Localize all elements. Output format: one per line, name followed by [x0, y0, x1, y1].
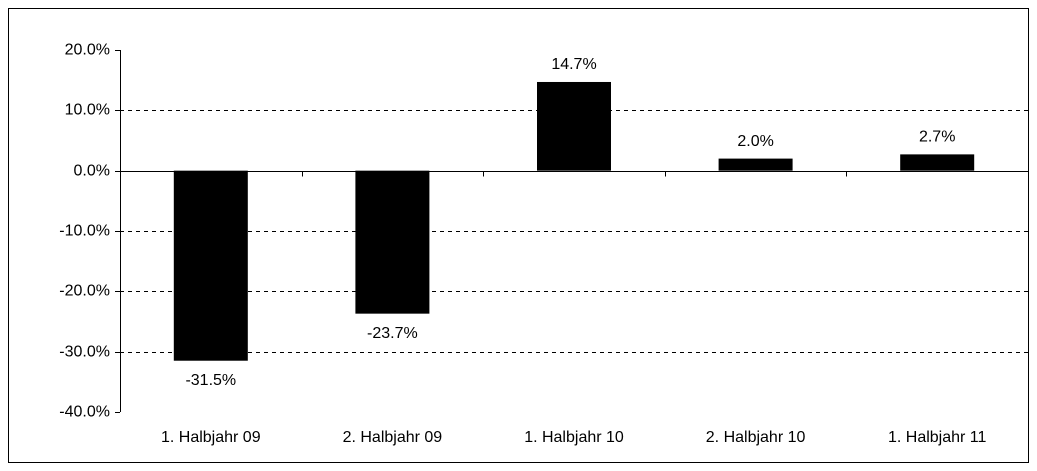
x-tick-label: 1. Halbjahr 09 [161, 429, 261, 446]
value-label: 2.7% [919, 129, 955, 146]
y-tick-label: -30.0% [59, 344, 110, 361]
value-label: -31.5% [185, 372, 236, 389]
y-tick-label: 10.0% [65, 102, 110, 119]
x-tick-label: 1. Halbjahr 10 [524, 429, 624, 446]
value-label-bg [363, 322, 422, 345]
bar [355, 170, 430, 314]
y-tick-label: -40.0% [59, 404, 110, 421]
y-tick-label: 20.0% [65, 42, 110, 59]
value-label: 14.7% [551, 56, 596, 73]
value-label-bg [914, 126, 960, 149]
x-tick-label: 2. Halbjahr 10 [706, 429, 806, 446]
chart-frame [8, 8, 1029, 463]
value-label-bg [181, 369, 241, 392]
value-label-bg [733, 130, 778, 153]
value-label: 2.0% [737, 133, 773, 150]
value-label: -23.7% [367, 325, 418, 342]
y-tick-label: -20.0% [59, 283, 110, 300]
x-tick-label: 1. Halbjahr 11 [888, 429, 987, 446]
bar [900, 154, 975, 171]
bar [173, 170, 248, 361]
bar [718, 158, 793, 171]
y-tick-label: -10.0% [59, 223, 110, 240]
y-tick-label: 0.0% [74, 163, 110, 180]
bar [537, 81, 611, 171]
x-tick-label: 2. Halbjahr 09 [343, 429, 443, 446]
value-label-bg [547, 53, 601, 76]
